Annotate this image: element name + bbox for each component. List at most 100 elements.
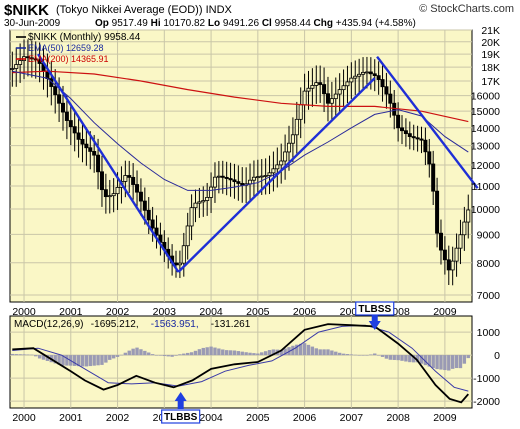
macd-histogram-bar: [217, 348, 221, 356]
macd-tick-label: 1000: [477, 327, 501, 339]
price-bar-body: [263, 175, 268, 177]
price-bar-body: [364, 71, 369, 74]
macd-histogram-bar: [84, 355, 89, 367]
macd-axis: 2000200120022003200420052006200720082009…: [12, 327, 500, 424]
price-bar-body: [380, 79, 385, 88]
macd-histogram-bar: [396, 355, 400, 361]
price-tick-label: 18K: [481, 62, 500, 74]
macd-histogram-bar: [41, 355, 46, 360]
macd-histogram-bar: [185, 352, 190, 356]
macd-histogram-bar: [263, 351, 268, 356]
price-bar-body: [135, 184, 140, 193]
macd-lines: [12, 323, 469, 404]
ticker-symbol: $NIKK: [4, 2, 50, 19]
macd-histogram-bar: [466, 355, 470, 359]
price-bar-body: [96, 154, 101, 173]
price-bar-body: [131, 176, 136, 185]
macd-histogram-bar: [182, 353, 186, 356]
price-x-tick-label: 2006: [293, 306, 317, 318]
macd-histogram-bar: [458, 355, 463, 369]
price-bar-body: [197, 201, 202, 204]
close-value: 9958.44: [274, 18, 311, 29]
macd-histogram-bar: [61, 355, 65, 366]
macd-histogram-bar: [408, 355, 412, 363]
high-label: Hi: [150, 18, 161, 29]
price-bar-body: [333, 93, 338, 100]
macd-histogram-bar: [18, 354, 22, 356]
price-tick-label: 19K: [481, 49, 500, 61]
macd-histogram-bar: [108, 355, 112, 360]
macd-histogram-bar: [111, 355, 116, 359]
price-bar-body: [368, 71, 373, 75]
price-bar-body: [271, 168, 276, 174]
price-bar-body: [275, 164, 280, 170]
price-bar-body: [92, 151, 97, 156]
macd-histogram-bar: [14, 354, 18, 356]
macd-legend-label: MACD(12,26,9): [14, 319, 83, 330]
macd-histogram-bar: [197, 349, 202, 356]
macd-tick-label: -1000: [473, 373, 500, 385]
price-tick-label: 20K: [481, 37, 500, 49]
price-bars: [10, 39, 471, 286]
annotations: TLBSS TLBBS: [161, 301, 395, 424]
price-bar-body: [123, 175, 128, 182]
ema50-line: [12, 70, 469, 191]
macd-histogram-bar: [252, 353, 256, 356]
price-bar-body: [279, 160, 284, 166]
annotation-label: TLBSS: [358, 304, 391, 315]
macd-histogram-bar: [314, 348, 318, 356]
legend-label: EMA(50) 12659.28: [28, 43, 104, 53]
price-bar-body: [446, 259, 451, 271]
macd-histogram-bar: [158, 355, 163, 356]
macd-histogram-bar: [412, 355, 416, 363]
macd-x-tick-label: 2009: [433, 412, 457, 424]
macd-histogram-bar: [298, 343, 303, 356]
price-bar-body: [220, 175, 225, 178]
macd-histogram-bar: [154, 355, 159, 356]
annotation-box: [161, 409, 201, 424]
macd-histogram-bar: [115, 355, 120, 357]
price-bar-body: [345, 81, 350, 87]
macd-histogram-bar: [256, 353, 260, 356]
price-bar-body: [427, 151, 432, 165]
macd-histogram-bar: [80, 355, 85, 367]
price-bar-body: [267, 172, 272, 176]
macd-histogram-bar: [365, 355, 369, 356]
price-bar-body: [349, 77, 354, 83]
macd-histogram-bar: [228, 350, 233, 356]
price-bar-body: [411, 136, 416, 139]
price-tick-label: 12000: [471, 160, 500, 172]
macd-histogram-bar: [65, 355, 69, 366]
price-bar-body: [376, 75, 381, 80]
high-value: 10170.82: [163, 18, 206, 29]
macd-histogram-bar: [205, 347, 209, 356]
trendline: [376, 55, 479, 189]
price-bar-body: [232, 179, 237, 183]
price-bar-body: [60, 102, 65, 113]
macd-histogram-bar: [119, 354, 124, 356]
price-tick-label: 17K: [481, 76, 500, 88]
macd-histogram-bar: [450, 355, 455, 369]
macd-x-tick-label: 2006: [293, 412, 317, 424]
price-bar-body: [57, 94, 62, 104]
macd-histogram-bar: [260, 352, 264, 356]
price-tick-label: 8000: [477, 258, 501, 270]
price-tick-label: 13000: [471, 141, 500, 153]
macd-histogram-bar: [357, 355, 361, 356]
macd-legend-label: -1695.212,: [91, 319, 139, 330]
macd-histogram-bar: [322, 349, 326, 356]
macd-histogram-bar: [147, 352, 151, 356]
quote-date: 30-Jun-2009: [4, 18, 61, 29]
ema200-line: [12, 70, 469, 123]
price-bar-body: [127, 175, 132, 178]
price-bar-body: [458, 234, 463, 249]
price-x-tick-label: 2003: [153, 306, 177, 318]
price-bar-body: [384, 86, 389, 95]
price-bar-body: [150, 219, 155, 229]
price-tick-label: 16000: [471, 91, 500, 103]
price-bar-body: [193, 202, 198, 209]
price-bar-body: [251, 176, 256, 181]
macd-signal-line: [12, 324, 469, 392]
price-bar-body: [18, 60, 23, 65]
price-bar-body: [115, 187, 120, 195]
